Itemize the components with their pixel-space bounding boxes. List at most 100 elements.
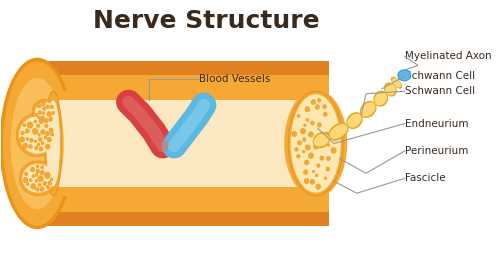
Ellipse shape [34,146,38,150]
Ellipse shape [302,138,306,141]
Ellipse shape [34,140,37,143]
Text: Nerve Structure: Nerve Structure [93,9,320,33]
Text: Fascicle: Fascicle [404,173,446,183]
Ellipse shape [28,144,32,149]
Ellipse shape [323,112,328,117]
Ellipse shape [0,58,75,229]
Ellipse shape [43,181,46,185]
Ellipse shape [317,164,320,167]
Ellipse shape [32,99,58,125]
Ellipse shape [44,118,48,123]
Ellipse shape [314,144,318,149]
Text: Perineurium: Perineurium [404,146,468,156]
Ellipse shape [47,137,52,142]
Ellipse shape [292,131,297,137]
Ellipse shape [35,102,56,122]
Ellipse shape [36,165,39,168]
Ellipse shape [46,131,50,136]
Ellipse shape [23,124,26,127]
Ellipse shape [26,129,30,133]
Ellipse shape [35,179,37,182]
Ellipse shape [30,183,36,189]
Ellipse shape [16,113,58,157]
Ellipse shape [48,117,52,121]
Ellipse shape [40,187,44,191]
Ellipse shape [32,175,34,178]
Ellipse shape [36,169,40,173]
Ellipse shape [30,179,32,182]
Ellipse shape [332,128,336,134]
Ellipse shape [39,118,44,124]
Ellipse shape [23,177,28,183]
Ellipse shape [3,62,71,225]
Ellipse shape [316,174,318,177]
Ellipse shape [22,143,28,149]
Ellipse shape [314,134,329,147]
Ellipse shape [384,82,397,96]
Ellipse shape [324,177,326,179]
Ellipse shape [288,91,343,196]
Ellipse shape [326,167,330,171]
Ellipse shape [42,112,45,114]
Ellipse shape [296,154,300,158]
Ellipse shape [284,89,347,198]
Ellipse shape [40,170,44,175]
Ellipse shape [298,141,302,145]
Ellipse shape [44,91,62,196]
Ellipse shape [327,144,330,146]
Ellipse shape [49,128,53,132]
Ellipse shape [297,114,300,118]
Ellipse shape [385,84,396,95]
Ellipse shape [52,111,54,114]
Ellipse shape [294,147,298,151]
Ellipse shape [305,107,310,112]
Ellipse shape [44,136,47,139]
Ellipse shape [37,143,40,146]
Ellipse shape [44,124,48,128]
Ellipse shape [24,172,28,176]
Text: Blood Vessels: Blood Vessels [200,74,270,84]
Ellipse shape [326,156,330,161]
Ellipse shape [360,101,376,118]
Ellipse shape [304,124,306,127]
Bar [53,91,327,196]
Ellipse shape [22,164,54,193]
Ellipse shape [50,178,53,181]
Text: Endneurium: Endneurium [404,118,468,128]
Ellipse shape [36,188,39,191]
Ellipse shape [35,113,38,117]
Ellipse shape [311,100,316,105]
Ellipse shape [300,128,306,134]
Text: Schwann Cell: Schwann Cell [404,71,475,81]
Ellipse shape [305,145,310,150]
Ellipse shape [36,124,40,128]
Ellipse shape [318,122,322,127]
Ellipse shape [37,103,42,108]
Ellipse shape [374,91,388,107]
Ellipse shape [316,184,320,189]
Ellipse shape [302,150,305,153]
Ellipse shape [48,181,51,185]
Ellipse shape [315,140,318,143]
Ellipse shape [306,118,309,122]
Ellipse shape [392,78,401,88]
Ellipse shape [32,128,38,134]
Ellipse shape [332,135,338,141]
Bar [37,212,330,225]
Ellipse shape [290,94,341,193]
Ellipse shape [20,137,24,142]
Ellipse shape [20,131,24,135]
Ellipse shape [391,77,402,89]
Ellipse shape [46,100,60,187]
Ellipse shape [315,105,320,109]
Ellipse shape [374,92,387,105]
Text: Schwann Cell: Schwann Cell [404,86,475,96]
Ellipse shape [310,179,314,184]
Ellipse shape [27,122,33,128]
Ellipse shape [38,111,42,114]
Ellipse shape [348,114,362,128]
Ellipse shape [304,170,308,175]
Bar [37,62,330,75]
Ellipse shape [41,141,44,145]
Ellipse shape [331,147,336,153]
